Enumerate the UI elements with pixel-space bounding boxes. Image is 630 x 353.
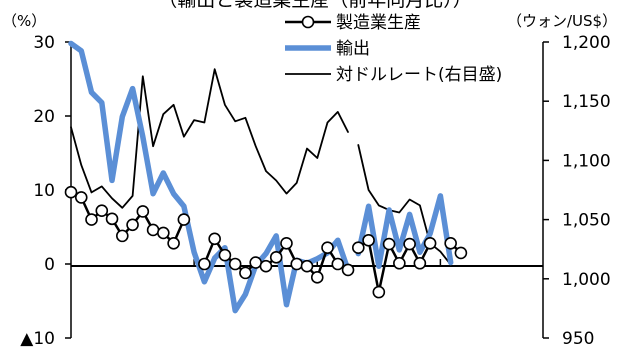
- data-point: [413, 256, 427, 270]
- data-point: [280, 236, 293, 250]
- data-point: [444, 236, 457, 250]
- data-point: [249, 256, 262, 269]
- legend-label: 対ドルレート(右目盛): [336, 65, 502, 85]
- legend-item: 製造業生産: [285, 13, 421, 33]
- legend-label: 輸出: [336, 39, 370, 59]
- legend-item: 輸出: [285, 39, 370, 59]
- data-point: [259, 259, 273, 273]
- right-tick-label: 1,050: [562, 211, 611, 231]
- data-point: [228, 257, 242, 271]
- data-point: [454, 246, 468, 260]
- data-point: [403, 237, 416, 251]
- right-tick-label: 1,000: [562, 270, 611, 290]
- data-point: [331, 257, 345, 271]
- data-point: [198, 257, 211, 271]
- right-axis-ticks: 950 1,000 1,050 1,100 1,150 1,200: [543, 33, 611, 349]
- data-point: [116, 229, 129, 243]
- data-point: [95, 204, 109, 218]
- right-tick-label: 1,200: [562, 33, 611, 53]
- legend-item: 対ドルレート(右目盛): [285, 65, 502, 85]
- data-point: [269, 251, 283, 264]
- left-axis-unit: （%）: [2, 12, 46, 30]
- data-point: [321, 241, 334, 255]
- data-point: [341, 263, 355, 277]
- data-point: [382, 237, 396, 251]
- data-point: [136, 205, 150, 218]
- left-tick-label: ▲10: [20, 329, 55, 349]
- left-tick-label: 20: [33, 107, 55, 127]
- data-point: [208, 232, 221, 246]
- right-tick-label: 950: [562, 329, 594, 349]
- data-point: [393, 256, 406, 270]
- right-tick-label: 1,150: [562, 92, 611, 112]
- data-point: [300, 259, 314, 273]
- data-point: [64, 185, 78, 199]
- data-point: [362, 234, 375, 247]
- data-point: [85, 213, 98, 226]
- plot-area: [64, 40, 468, 314]
- right-axis-unit: （ウォン/US$）: [507, 12, 617, 30]
- data-point: [74, 191, 88, 204]
- left-tick-label: 10: [33, 181, 55, 201]
- data-point: [310, 271, 324, 284]
- right-tick-label: 1,100: [562, 151, 611, 171]
- legend-marker: [301, 15, 315, 29]
- data-point: [372, 285, 386, 299]
- data-point: [423, 236, 437, 250]
- data-point: [352, 241, 365, 255]
- data-point: [105, 212, 119, 226]
- chart-title: （輸出と製造業生産（前年同月比））: [158, 0, 472, 11]
- data-point: [167, 236, 180, 250]
- data-point: [126, 218, 139, 232]
- series-line: [70, 68, 452, 266]
- left-tick-label: 30: [33, 33, 55, 53]
- data-point: [157, 226, 170, 240]
- left-tick-label: 0: [44, 255, 55, 275]
- data-point: [239, 266, 252, 280]
- data-point: [146, 223, 160, 237]
- left-axis-ticks: ▲10 0 10 20 30: [20, 33, 71, 349]
- data-point: [177, 213, 191, 226]
- legend-label: 製造業生産: [336, 13, 421, 33]
- data-point: [218, 248, 232, 262]
- data-point: [290, 257, 304, 271]
